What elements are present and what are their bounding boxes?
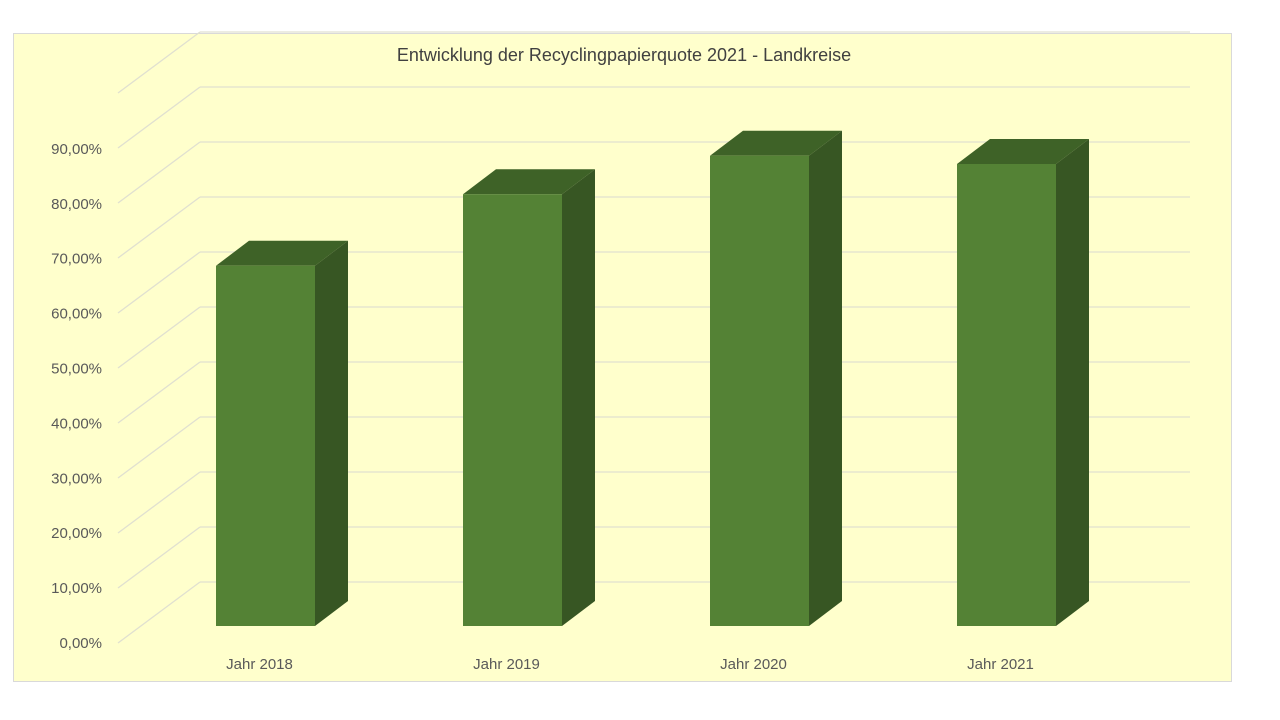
bar-side [809, 130, 842, 626]
x-tick-label: Jahr 2021 [967, 656, 1034, 673]
bar-top [957, 139, 1089, 164]
bar-jahr-2020 [710, 155, 809, 626]
bar-side [1056, 139, 1089, 626]
gridline-diagonal [117, 31, 201, 94]
y-tick-label: 0,00% [59, 635, 102, 652]
x-tick-label: Jahr 2019 [473, 656, 540, 673]
y-tick-label: 70,00% [51, 251, 102, 268]
chart-title: Entwicklung der Recyclingpapierquote 202… [396, 45, 852, 65]
gridline-diagonal [117, 196, 201, 259]
x-tick-label: Jahr 2018 [226, 656, 293, 673]
y-tick-label: 20,00% [51, 525, 102, 542]
gridline-diagonal [117, 581, 201, 644]
gridline-diagonal [117, 251, 201, 314]
gridline-diagonal [117, 86, 201, 149]
y-tick-label: 10,00% [51, 580, 102, 597]
bar-jahr-2021 [957, 164, 1056, 626]
gridline-diagonal [117, 416, 201, 479]
bar-side [315, 240, 348, 626]
bar-jahr-2019 [463, 194, 562, 626]
y-tick-label: 40,00% [51, 415, 102, 432]
x-tick-label: Jahr 2020 [720, 656, 787, 673]
bar-jahr-2018 [216, 265, 315, 626]
y-tick-label: 60,00% [51, 306, 102, 323]
y-tick-label: 90,00% [51, 141, 102, 158]
y-tick-label: 30,00% [51, 470, 102, 487]
bar-top [710, 130, 842, 156]
gridline-diagonal [117, 471, 201, 534]
gridline-diagonal [117, 306, 201, 369]
bar-side [562, 169, 595, 626]
y-tick-label: 80,00% [51, 196, 102, 213]
gridline-diagonal [117, 526, 201, 589]
gridline-diagonal [117, 361, 201, 424]
bar-top [216, 240, 348, 266]
y-tick-label: 50,00% [51, 361, 102, 378]
gridline-diagonal [117, 141, 201, 204]
bar-top [463, 169, 595, 195]
